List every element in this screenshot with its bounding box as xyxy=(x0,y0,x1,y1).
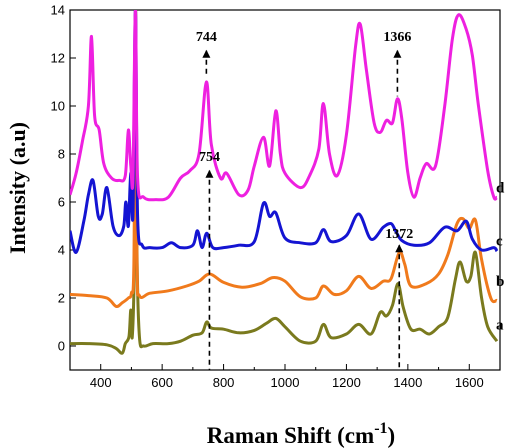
series-tag-a: a xyxy=(496,317,504,333)
series-line-b xyxy=(70,13,498,309)
annotation-label-1372: 1372 xyxy=(385,227,413,242)
y-axis-title: Intensity (a.u) xyxy=(5,122,30,254)
series-tags: a b c d xyxy=(496,181,505,334)
y-tick-label: 12 xyxy=(51,51,65,66)
y-tick-label: 0 xyxy=(58,339,65,354)
x-axis-title-main: Raman Shift (cm xyxy=(207,423,374,448)
x-tick-label: 1600 xyxy=(455,375,484,390)
x-tick-label: 1400 xyxy=(393,375,422,390)
x-tick-label: 1000 xyxy=(271,375,300,390)
y-tick-label: 14 xyxy=(51,3,65,18)
series-tag-d: d xyxy=(496,181,505,197)
x-tick-label: 1200 xyxy=(332,375,361,390)
series-tag-c: c xyxy=(496,233,503,249)
annotation-label-754: 754 xyxy=(199,150,220,165)
annotations: 744 1366 754 1372 xyxy=(196,30,413,370)
annotation-label-744: 744 xyxy=(196,30,217,45)
x-axis-title-superscript: -1 xyxy=(374,420,387,437)
y-tick-label: 8 xyxy=(58,147,65,162)
series-tag-b: b xyxy=(496,274,504,290)
series-line-c xyxy=(70,10,499,254)
annotation-label-1366: 1366 xyxy=(383,30,411,45)
y-tick-label: 10 xyxy=(51,99,65,114)
series-line-d xyxy=(70,10,499,202)
x-axis-title-close: ) xyxy=(388,423,396,448)
annotation-arrow-1366 xyxy=(393,49,402,58)
y-axis-ticks: 0 2 4 6 8 10 12 14 xyxy=(51,3,76,354)
x-tick-label: 400 xyxy=(90,375,112,390)
annotation-arrow-1372 xyxy=(395,244,404,253)
annotation-arrow-744 xyxy=(202,49,211,58)
x-tick-label: 800 xyxy=(213,375,235,390)
annotation-arrow-754 xyxy=(205,169,214,178)
x-axis-title: Raman Shift (cm-1) xyxy=(207,420,395,448)
y-tick-label: 4 xyxy=(58,243,65,258)
x-axis-ticks: 400 600 800 1000 1200 1400 1600 xyxy=(69,364,501,390)
y-tick-label: 2 xyxy=(58,291,65,306)
x-tick-label: 600 xyxy=(151,375,173,390)
series-layer xyxy=(70,10,499,355)
y-tick-label: 6 xyxy=(58,195,65,210)
